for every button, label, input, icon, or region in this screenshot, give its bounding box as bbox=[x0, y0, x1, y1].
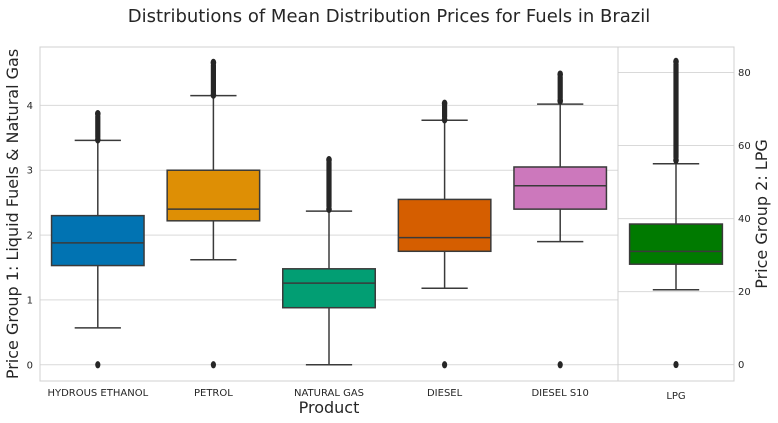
y-tick-label: 3 bbox=[27, 166, 33, 177]
y-tick-label: 1 bbox=[27, 295, 33, 306]
y-tick-labels-left: 0 1 2 3 4 bbox=[27, 101, 33, 371]
y-tick-label: 2 bbox=[27, 231, 33, 242]
outlier-cluster bbox=[557, 74, 563, 101]
outlier-point bbox=[557, 70, 563, 79]
panel-right: 0 20 40 60 80 LPG Price Group 2: LPG bbox=[617, 46, 771, 402]
outlier-cluster bbox=[442, 103, 448, 120]
panel-left: 0 1 2 3 4 HYDROUS ETHANOL PETROL NATURAL GAS DI… bbox=[3, 46, 619, 417]
outlier-cluster bbox=[673, 61, 679, 161]
x-tick-label: DIESEL S10 bbox=[531, 388, 588, 399]
outlier-point bbox=[95, 135, 101, 144]
box-natural-gas bbox=[282, 156, 376, 366]
outlier-point bbox=[210, 91, 217, 99]
box-hydrous-ethanol bbox=[50, 110, 145, 369]
outlier-point bbox=[673, 57, 679, 66]
outlier-point bbox=[326, 156, 332, 164]
panel-frame-right bbox=[617, 46, 735, 382]
outlier-point bbox=[441, 99, 448, 108]
y-tick-label: 20 bbox=[738, 287, 751, 298]
box-petrol bbox=[166, 58, 261, 369]
box-lpg bbox=[628, 57, 724, 369]
outlier-cluster bbox=[95, 113, 101, 140]
box-body bbox=[282, 268, 376, 309]
box-body bbox=[50, 214, 145, 267]
boxes-right bbox=[628, 57, 724, 369]
y-tick-label: 4 bbox=[27, 101, 33, 112]
x-axis-title: Product bbox=[299, 398, 360, 417]
boxes-left bbox=[50, 58, 608, 369]
outlier-point bbox=[95, 110, 101, 118]
box-diesel bbox=[397, 99, 492, 369]
box-diesel-s10 bbox=[513, 70, 608, 369]
x-tick-labels-left: HYDROUS ETHANOL PETROL NATURAL GAS DIESEL DI… bbox=[47, 388, 588, 399]
x-tick-label: DIESEL bbox=[427, 388, 463, 399]
outlier-point bbox=[326, 205, 332, 213]
y-tick-label: 40 bbox=[738, 214, 751, 225]
box-body bbox=[628, 223, 724, 265]
y-tick-labels-right: 0 20 40 60 80 bbox=[738, 68, 751, 371]
y-tick-label: 80 bbox=[738, 68, 751, 79]
y-axis-title-right: Price Group 2: LPG bbox=[752, 139, 771, 289]
x-tick-label: HYDROUS ETHANOL bbox=[47, 388, 148, 399]
outlier-point bbox=[210, 361, 216, 369]
y-tick-label: 60 bbox=[738, 141, 751, 152]
outlier-point bbox=[210, 58, 217, 67]
x-tick-label: NATURAL GAS bbox=[294, 388, 364, 399]
y-tick-label: 0 bbox=[27, 360, 33, 371]
outlier-point bbox=[673, 156, 679, 164]
outlier-point bbox=[673, 360, 679, 369]
x-tick-label: LPG bbox=[666, 391, 685, 402]
y-axis-title-left: Price Group 1: Liquid Fuels & Natural Ga… bbox=[3, 49, 22, 379]
box-body bbox=[513, 166, 608, 210]
outlier-point bbox=[557, 97, 563, 105]
box-body bbox=[397, 198, 492, 253]
x-tick-label: PETROL bbox=[194, 388, 233, 399]
x-tick-labels-right: LPG bbox=[666, 391, 685, 402]
box-body bbox=[166, 169, 261, 222]
outlier-cluster bbox=[326, 159, 332, 210]
outlier-cluster bbox=[210, 62, 216, 95]
y-tick-label: 0 bbox=[738, 360, 744, 371]
outlier-point bbox=[442, 361, 448, 369]
outlier-point bbox=[95, 361, 101, 369]
outlier-point bbox=[557, 361, 563, 369]
outlier-point bbox=[441, 115, 448, 124]
chart-title: Distributions of Mean Distribution Price… bbox=[128, 6, 650, 27]
